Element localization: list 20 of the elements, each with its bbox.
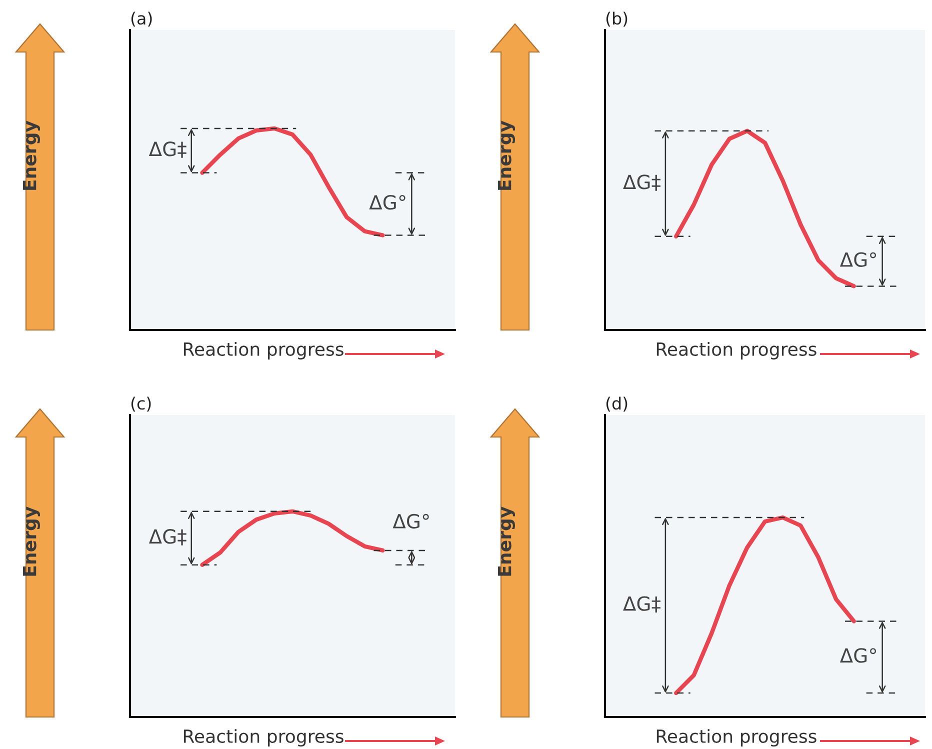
text: ΔG‡ <box>148 529 186 546</box>
chart-title: (b) <box>606 12 628 27</box>
chart-title: (d) <box>606 396 628 412</box>
y-axis-title: Energy <box>22 120 40 190</box>
chart-title: (a) <box>131 12 152 27</box>
x-axis-title: Reaction progress <box>656 729 816 747</box>
x-axis-title: Reaction progress <box>656 342 816 360</box>
chart-title: (c) <box>131 396 151 412</box>
text: ΔG‡ <box>623 596 660 613</box>
x-axis-title: Reaction progress <box>184 342 344 360</box>
x-axis-title: Reaction progress <box>184 729 344 747</box>
text: ΔG‡ <box>148 142 186 158</box>
y-axis-title: Energy <box>498 120 515 190</box>
y-axis-title: Energy <box>498 506 515 576</box>
text: ΔG° <box>392 514 429 529</box>
annotation: ΔG° <box>840 252 876 267</box>
annotation: ΔG° <box>840 648 876 663</box>
text: ΔG‡ <box>623 174 660 191</box>
y-axis-title: Energy <box>22 506 40 576</box>
annotation: ΔG° <box>369 194 406 210</box>
